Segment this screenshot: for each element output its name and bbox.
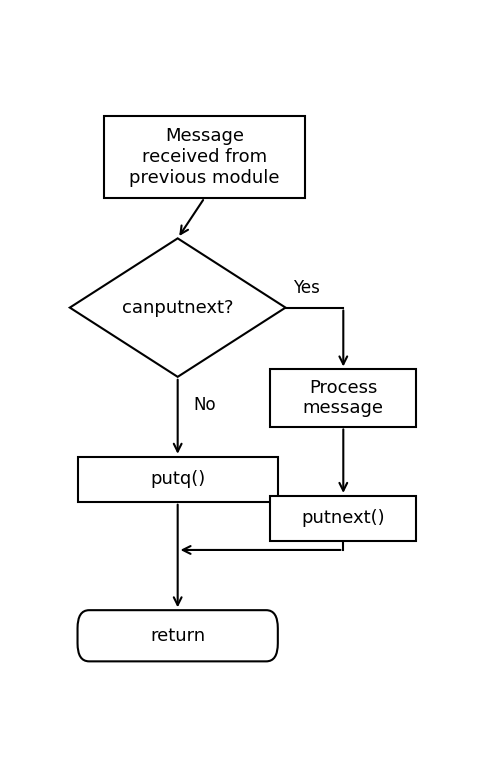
Text: canputnext?: canputnext? — [122, 299, 234, 317]
Bar — [270, 496, 416, 541]
FancyBboxPatch shape — [78, 610, 278, 662]
Text: Message
received from
previous module: Message received from previous module — [129, 127, 280, 187]
Bar — [270, 369, 416, 426]
Bar — [78, 457, 278, 502]
Polygon shape — [70, 239, 286, 377]
Text: putnext(): putnext() — [302, 509, 385, 527]
Text: No: No — [193, 396, 216, 414]
Bar — [104, 117, 305, 198]
Text: Yes: Yes — [293, 278, 320, 296]
Text: return: return — [150, 626, 205, 645]
Text: putq(): putq() — [150, 470, 205, 488]
Text: Process
message: Process message — [303, 378, 384, 418]
